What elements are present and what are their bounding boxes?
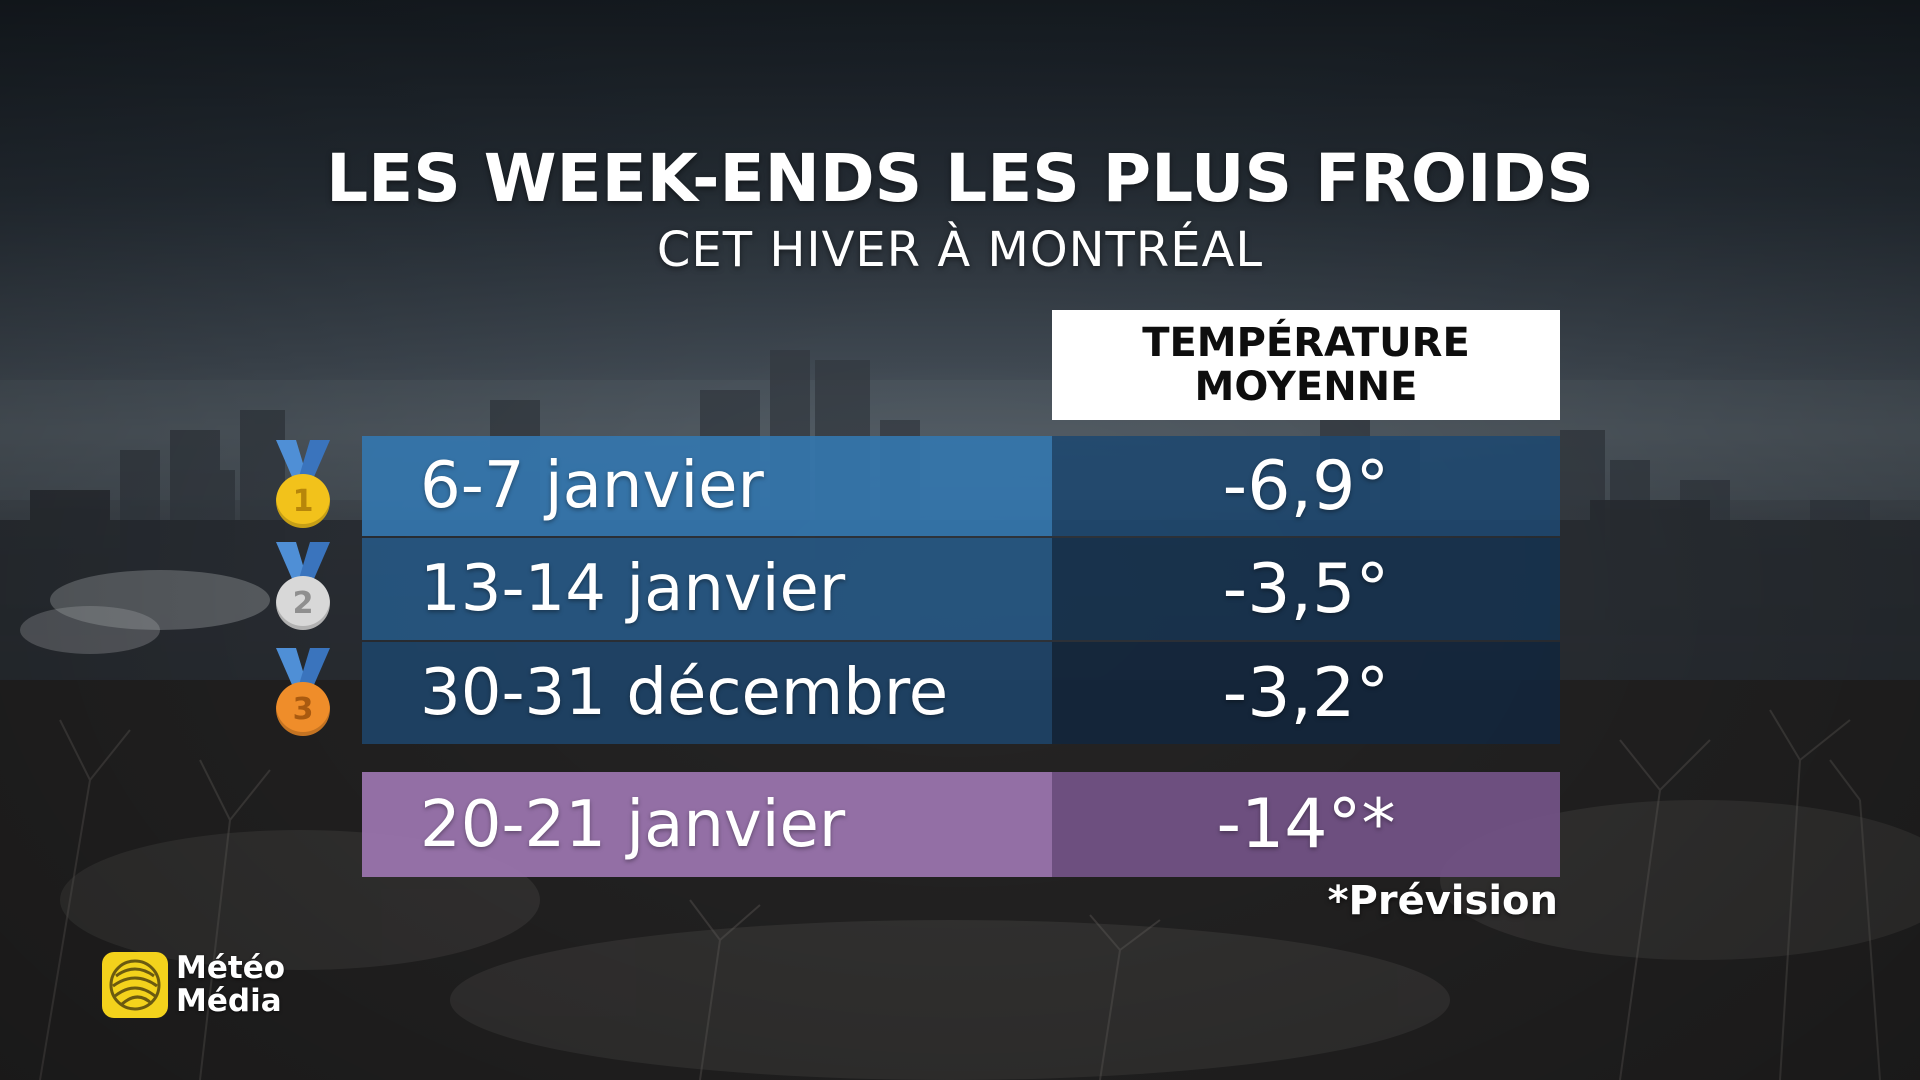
row-date: 20-21 janvier [362, 772, 1052, 877]
logo-line-1: Météo [176, 950, 286, 986]
row-date: 13-14 janvier [362, 538, 1052, 640]
header-line-2: MOYENNE [1194, 364, 1418, 410]
bronze-medal-icon: 3 [268, 648, 338, 748]
forecast-footnote: *Prévision [1327, 878, 1558, 924]
table-row: 13-14 janvier -3,5° [362, 538, 1560, 640]
temperature-column-header: TEMPÉRATURE MOYENNE [1052, 310, 1560, 420]
logo-line-2: Média [176, 983, 282, 1019]
table-row: 6-7 janvier -6,9° [362, 436, 1560, 536]
row-temperature: -3,2° [1052, 642, 1560, 744]
row-date: 30-31 décembre [362, 642, 1052, 744]
globe-logo-icon [102, 952, 168, 1018]
row-date: 6-7 janvier [362, 436, 1052, 536]
medal-number: 1 [276, 474, 330, 528]
silver-medal-icon: 2 [268, 542, 338, 642]
medal-number: 3 [276, 682, 330, 736]
row-temperature: -3,5° [1052, 538, 1560, 640]
medal-number: 2 [276, 576, 330, 630]
row-temperature: -6,9° [1052, 436, 1560, 536]
table-row: 30-31 décembre -3,2° [362, 642, 1560, 744]
header-line-1: TEMPÉRATURE [1142, 320, 1470, 366]
gold-medal-icon: 1 [268, 440, 338, 540]
row-temperature: -14°* [1052, 772, 1560, 877]
forecast-row: 20-21 janvier -14°* [362, 772, 1560, 877]
logo-wordmark: Météo Média [176, 952, 285, 1018]
page-subtitle: CET HIVER À MONTRÉAL [656, 222, 1264, 278]
page-title: LES WEEK-ENDS LES PLUS FROIDS [326, 140, 1594, 217]
meteomedia-logo: Météo Média [102, 950, 292, 1022]
